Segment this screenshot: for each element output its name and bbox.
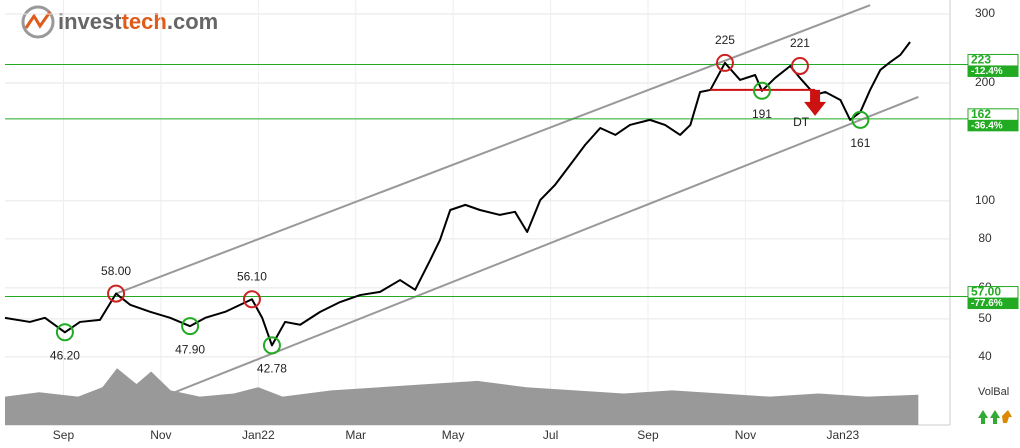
y-tick-label: 100 bbox=[975, 193, 995, 207]
y-tick-label: 50 bbox=[978, 311, 992, 325]
annotation-label: 58.00 bbox=[101, 264, 131, 278]
turn-marker bbox=[752, 81, 771, 100]
signal-arrow bbox=[804, 89, 827, 116]
level-change: -12.4% bbox=[971, 66, 1003, 77]
level-change: -36.4% bbox=[971, 120, 1003, 131]
icon bbox=[990, 410, 1000, 424]
logo-icon bbox=[24, 11, 52, 29]
turn-marker bbox=[107, 284, 126, 303]
logo-part: invest bbox=[58, 9, 122, 34]
volbal-icons bbox=[978, 410, 1012, 424]
turn-marker bbox=[851, 110, 870, 129]
icon bbox=[978, 410, 988, 424]
icon bbox=[1002, 410, 1012, 423]
price-line bbox=[4, 41, 911, 347]
volume-area bbox=[5, 368, 919, 425]
y-tick-label: 80 bbox=[978, 231, 992, 245]
y-tick-label: 200 bbox=[975, 75, 995, 89]
annotation-label: 161 bbox=[850, 136, 870, 150]
x-tick-label: Nov bbox=[735, 428, 756, 442]
x-tick-label: Mar bbox=[345, 428, 366, 442]
x-tick-label: Sep bbox=[53, 428, 75, 442]
level-label: 162 bbox=[971, 107, 991, 121]
level-change-bg bbox=[968, 65, 1018, 77]
annotation-label: 46.20 bbox=[50, 348, 80, 362]
x-tick-label: Nov bbox=[150, 428, 171, 442]
x-tick-label: Jul bbox=[543, 428, 558, 442]
turn-marker bbox=[181, 317, 200, 336]
turn-marker bbox=[242, 290, 261, 309]
annotation-label: 47.90 bbox=[175, 342, 205, 356]
logo-part: tech bbox=[122, 9, 167, 34]
turn-marker bbox=[715, 53, 734, 72]
annotation-label: 191 bbox=[752, 107, 772, 121]
annotation-label: 221 bbox=[790, 36, 810, 50]
x-tick-label: May bbox=[442, 428, 465, 442]
level-label: 57.00 bbox=[971, 285, 1001, 299]
turn-marker bbox=[790, 56, 809, 75]
turn-marker bbox=[55, 323, 74, 342]
y-tick-label: 300 bbox=[975, 6, 995, 20]
logo: investtech.com bbox=[21, 5, 218, 39]
annotation-label: 42.78 bbox=[257, 362, 287, 376]
annotation-label: 56.10 bbox=[237, 269, 267, 283]
volume-label: VolBal bbox=[978, 386, 1009, 398]
level-change-bg bbox=[968, 297, 1018, 309]
y-tick-label: 40 bbox=[978, 349, 992, 363]
signal-label: DT bbox=[793, 115, 810, 129]
channel-line bbox=[174, 96, 919, 394]
x-tick-label: Sep bbox=[637, 428, 659, 442]
level-change: -77.6% bbox=[971, 298, 1003, 309]
x-tick-label: Jan23 bbox=[826, 428, 859, 442]
logo-part: .com bbox=[167, 9, 218, 34]
channel-line bbox=[115, 4, 871, 295]
annotation-label: 225 bbox=[715, 33, 735, 47]
x-tick-label: Jan22 bbox=[242, 428, 275, 442]
level-change-bg bbox=[968, 119, 1018, 131]
level-label: 223 bbox=[971, 53, 991, 67]
logo-text: investtech.com bbox=[58, 9, 218, 34]
turn-marker bbox=[262, 336, 281, 355]
logo-icon bbox=[21, 5, 55, 39]
